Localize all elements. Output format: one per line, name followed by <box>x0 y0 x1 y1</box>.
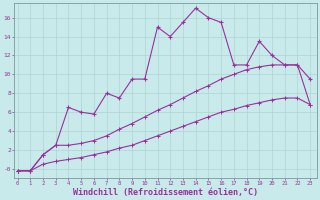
X-axis label: Windchill (Refroidissement éolien,°C): Windchill (Refroidissement éolien,°C) <box>73 188 258 197</box>
